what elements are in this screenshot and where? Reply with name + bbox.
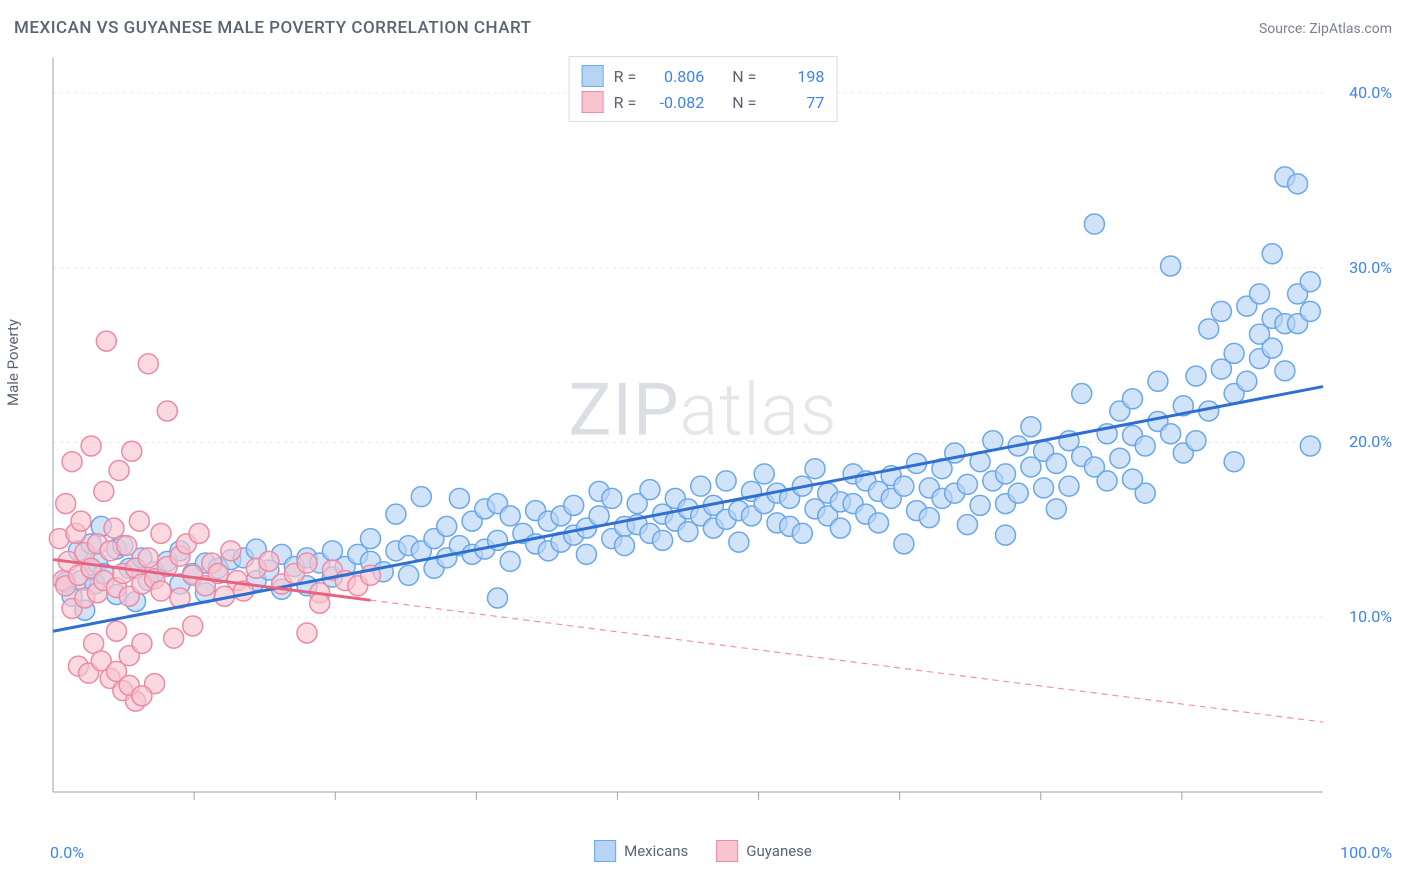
x-axis-min-label: 0.0% [50, 843, 84, 862]
stats-legend: R = 0.806 N = 198 R = -0.082 N = 77 [569, 56, 838, 122]
r-label: R = [614, 67, 637, 86]
swatch-guyanese [582, 91, 604, 113]
plot-area [45, 50, 1393, 830]
legend-item-guyanese: Guyanese [716, 840, 812, 862]
chart-header: MEXICAN VS GUYANESE MALE POVERTY CORRELA… [14, 18, 1392, 38]
legend-label-mexicans: Mexicans [624, 842, 688, 860]
chart-title: MEXICAN VS GUYANESE MALE POVERTY CORRELA… [14, 18, 531, 38]
legend-label-guyanese: Guyanese [746, 842, 812, 860]
r-label: R = [614, 93, 637, 112]
y-tick-label: 20.0% [1349, 432, 1392, 451]
y-tick-label: 40.0% [1349, 83, 1392, 102]
scatter-svg [45, 50, 1393, 830]
source-attribution: Source: ZipAtlas.com [1259, 21, 1392, 37]
stats-row-mexicans: R = 0.806 N = 198 [582, 63, 825, 89]
x-axis-max-label: 100.0% [1340, 843, 1392, 862]
legend-item-mexicans: Mexicans [594, 840, 688, 862]
y-tick-label: 10.0% [1349, 607, 1392, 626]
y-axis-label: Male Poverty [4, 319, 22, 406]
stats-row-guyanese: R = -0.082 N = 77 [582, 89, 825, 115]
r-value-mexicans: 0.806 [646, 67, 704, 86]
legend-swatch-mexicans [594, 840, 616, 862]
n-label: N = [732, 93, 756, 112]
swatch-mexicans [582, 65, 604, 87]
n-value-guyanese: 77 [766, 93, 824, 112]
source-label: Source: [1259, 21, 1306, 37]
r-value-guyanese: -0.082 [646, 93, 704, 112]
bottom-legend: Mexicans Guyanese [594, 840, 812, 862]
n-value-mexicans: 198 [766, 67, 824, 86]
y-tick-label: 30.0% [1349, 258, 1392, 277]
legend-swatch-guyanese [716, 840, 738, 862]
source-link[interactable]: ZipAtlas.com [1309, 21, 1392, 37]
n-label: N = [732, 67, 756, 86]
